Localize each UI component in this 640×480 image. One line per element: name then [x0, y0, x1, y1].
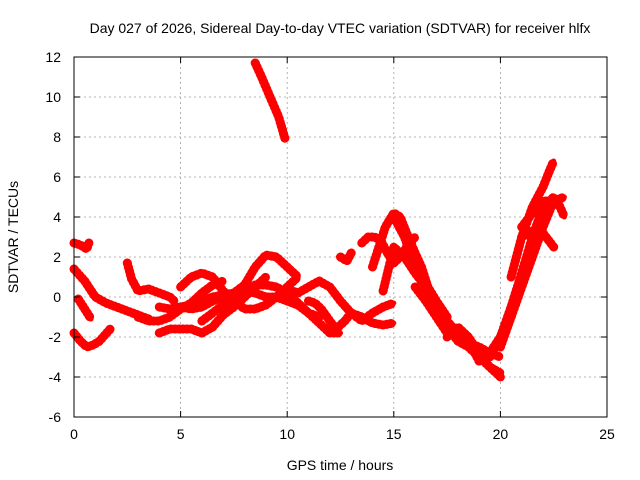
y-tick-label: 4: [53, 209, 61, 225]
data-trace-markers-4: [69, 324, 115, 352]
chart-title: Day 027 of 2026, Sidereal Day-to-day VTE…: [90, 20, 591, 36]
y-tick-label: 8: [53, 129, 61, 145]
data-trace-markers-15: [336, 248, 356, 266]
x-tick-label: 25: [599, 426, 615, 442]
x-tick-label: 10: [279, 426, 295, 442]
y-tick-label: -4: [49, 369, 62, 385]
y-tick-label: -2: [49, 329, 62, 345]
y-tick-label: 0: [53, 289, 61, 305]
data-trace-markers-25: [506, 156, 559, 282]
data-trace-markers-12: [250, 58, 290, 144]
x-tick-label: 20: [493, 426, 509, 442]
x-tick-label: 5: [177, 426, 185, 442]
data-trace-markers-11: [154, 286, 324, 322]
data-trace-markers-3: [73, 294, 96, 324]
axis-ticks: 0 5 10 15 20 25 -6 -4 -2 0 2 4 6 8 10 12: [45, 49, 615, 442]
y-tick-label: 2: [53, 249, 61, 265]
x-axis-label: GPS time / hours: [287, 457, 394, 473]
data-trace-markers-5: [122, 258, 179, 306]
data-trace-markers-10: [197, 280, 345, 338]
data-trace-markers-13: [282, 276, 399, 326]
data-trace-markers-14: [304, 296, 399, 334]
y-tick-label: 12: [45, 49, 61, 65]
data-trace-markers-26: [517, 196, 569, 232]
y-tick-label: 6: [53, 169, 61, 185]
data-trace-markers-27: [517, 226, 559, 252]
data-traces: [69, 58, 569, 382]
data-trace-markers-21: [442, 322, 505, 382]
x-tick-label: 0: [70, 426, 78, 442]
x-tick-label: 15: [386, 426, 402, 442]
y-axis-label: SDTVAR / TECUs: [5, 181, 21, 293]
data-trace-markers-16: [357, 232, 420, 268]
data-trace-markers-1: [69, 238, 94, 254]
plot-frame: [73, 56, 608, 418]
data-trace-markers-20: [410, 282, 505, 362]
y-tick-label: 10: [45, 89, 61, 105]
y-tick-label: -6: [49, 409, 62, 425]
